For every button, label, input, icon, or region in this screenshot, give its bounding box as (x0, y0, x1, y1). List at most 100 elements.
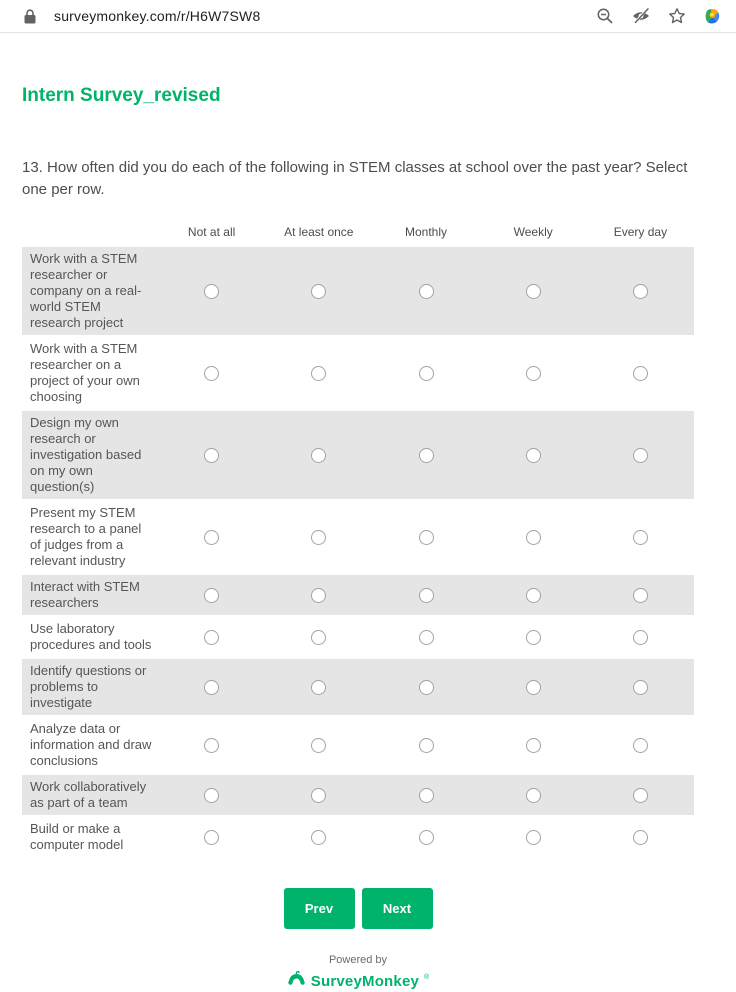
matrix-row: Identify questions or problems to invest… (22, 659, 694, 715)
radio-button[interactable] (632, 829, 648, 845)
row-label: Work with a STEM researcher on a project… (30, 341, 140, 404)
radio-button[interactable] (525, 283, 541, 299)
radio-button[interactable] (632, 629, 648, 645)
radio-button[interactable] (418, 529, 434, 545)
radio-cell (480, 717, 587, 773)
matrix-body: Work with a STEM researcher or company o… (22, 247, 694, 857)
radio-cell (372, 717, 479, 773)
radio-cell (265, 411, 372, 499)
zoom-out-icon[interactable] (596, 7, 614, 25)
radio-button[interactable] (418, 365, 434, 381)
radio-button[interactable] (525, 829, 541, 845)
row-label: Work collaboratively as part of a team (30, 779, 147, 810)
radio-cell (480, 659, 587, 715)
radio-button[interactable] (204, 787, 220, 803)
radio-cell (587, 575, 694, 615)
next-button[interactable]: Next (361, 888, 433, 929)
radio-button[interactable] (632, 787, 648, 803)
radio-cell (158, 717, 265, 773)
survey-title: Intern Survey_revised (22, 85, 221, 106)
radio-cell (372, 817, 479, 857)
matrix-header-row: Not at all At least once Monthly Weekly Ever… (22, 225, 694, 247)
survey-nav: Prev Next (22, 888, 694, 929)
matrix-row: Present my STEM research to a panel of j… (22, 501, 694, 573)
survey-page: Intern Survey_revised 13. How often did … (0, 85, 736, 992)
radio-button[interactable] (204, 737, 220, 753)
radio-button[interactable] (311, 679, 327, 695)
radio-cell (265, 575, 372, 615)
radio-button[interactable] (525, 587, 541, 603)
radio-cell (158, 817, 265, 857)
radio-button[interactable] (311, 737, 327, 753)
radio-button[interactable] (311, 447, 327, 463)
radio-button[interactable] (525, 679, 541, 695)
radio-button[interactable] (418, 629, 434, 645)
question-text: 13. How often did you do each of the fol… (22, 159, 688, 198)
radio-cell (158, 337, 265, 409)
radio-cell (372, 775, 479, 815)
radio-button[interactable] (204, 629, 220, 645)
matrix-row: Design my own research or investigation … (22, 411, 694, 499)
url-text[interactable]: surveymonkey.com/r/H6W7SW8 (54, 8, 261, 24)
radio-button[interactable] (418, 283, 434, 299)
radio-button[interactable] (204, 679, 220, 695)
radio-cell (158, 501, 265, 573)
star-icon[interactable] (668, 7, 686, 25)
radio-button[interactable] (311, 587, 327, 603)
radio-button[interactable] (525, 447, 541, 463)
radio-cell (480, 411, 587, 499)
radio-button[interactable] (632, 283, 648, 299)
surveymonkey-logo-icon (287, 971, 306, 992)
radio-button[interactable] (311, 283, 327, 299)
radio-button[interactable] (204, 829, 220, 845)
surveymonkey-brand[interactable]: SurveyMonkey ® (22, 971, 694, 992)
radio-cell (587, 501, 694, 573)
radio-button[interactable] (525, 629, 541, 645)
radio-button[interactable] (418, 587, 434, 603)
radio-button[interactable] (418, 829, 434, 845)
radio-button[interactable] (204, 365, 220, 381)
eye-off-icon[interactable] (631, 7, 651, 25)
radio-button[interactable] (525, 737, 541, 753)
radio-button[interactable] (632, 447, 648, 463)
radio-button[interactable] (311, 787, 327, 803)
radio-cell (265, 501, 372, 573)
radio-cell (480, 501, 587, 573)
radio-button[interactable] (632, 529, 648, 545)
radio-cell (480, 247, 587, 335)
column-header: Not at all (187, 225, 236, 239)
column-header: At least once (284, 225, 354, 239)
radio-button[interactable] (204, 283, 220, 299)
radio-button[interactable] (632, 587, 648, 603)
radio-button[interactable] (311, 529, 327, 545)
radio-button[interactable] (204, 447, 220, 463)
powered-by-text: Powered by (328, 954, 388, 966)
radio-button[interactable] (418, 679, 434, 695)
radio-button[interactable] (204, 587, 220, 603)
radio-button[interactable] (632, 679, 648, 695)
radio-button[interactable] (418, 787, 434, 803)
radio-button[interactable] (632, 365, 648, 381)
radio-button[interactable] (525, 529, 541, 545)
row-label: Analyze data or information and draw con… (30, 721, 152, 768)
extension-icon[interactable] (703, 7, 722, 26)
prev-button[interactable]: Prev (283, 888, 355, 929)
matrix-row: Analyze data or information and draw con… (22, 717, 694, 773)
radio-cell (372, 659, 479, 715)
radio-cell (480, 575, 587, 615)
surveymonkey-footer: Powered by SurveyMonkey® See how easy it… (22, 954, 694, 992)
radio-button[interactable] (311, 629, 327, 645)
radio-button[interactable] (525, 787, 541, 803)
matrix-row: Work with a STEM researcher on a project… (22, 337, 694, 409)
radio-button[interactable] (311, 365, 327, 381)
radio-button[interactable] (311, 829, 327, 845)
radio-button[interactable] (418, 447, 434, 463)
column-header: Weekly (513, 225, 553, 239)
lock-icon[interactable] (24, 8, 40, 24)
radio-button[interactable] (204, 529, 220, 545)
radio-button[interactable] (525, 365, 541, 381)
row-label: Work with a STEM researcher or company o… (30, 251, 142, 330)
radio-cell (158, 575, 265, 615)
radio-button[interactable] (418, 737, 434, 753)
radio-button[interactable] (632, 737, 648, 753)
